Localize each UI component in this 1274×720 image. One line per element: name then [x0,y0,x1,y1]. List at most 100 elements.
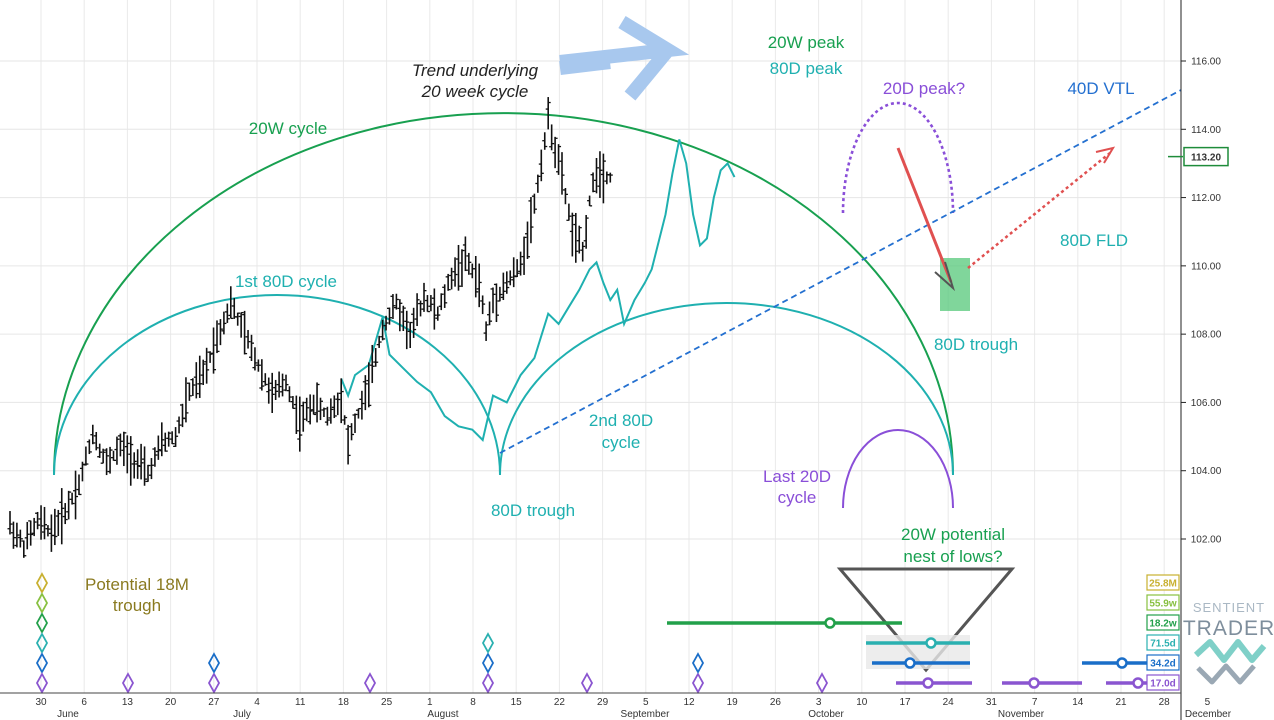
y-tick-label: 102.00 [1191,535,1222,546]
cycle-diamond-40d [691,652,705,674]
cycle-badge-label: 18.2w [1149,619,1176,630]
trend-arrow [559,16,690,101]
x-tick-label: 4 [254,697,260,708]
fld-80d-line [340,139,736,442]
text-labels: Trend underlying 20 week cycle 20W peak … [85,33,1135,615]
cycle-diamond-left [35,612,49,634]
y-tick-label: 106.00 [1191,398,1222,409]
range-71d-center [925,637,937,649]
cycle-badge-label: 55.9w [1149,599,1176,610]
cycle-diamond-20d [363,672,377,694]
x-month-label: December [1185,709,1232,720]
cycle-diamond-left [35,652,49,674]
x-tick-label: 6 [81,697,87,708]
y-tick-label: 108.00 [1191,330,1222,341]
x-tick-label: 14 [1072,697,1084,708]
logo-line2: TRADER [1183,617,1274,640]
cycle-diamond-20d [121,672,135,694]
x-tick-label: 3 [816,697,822,708]
sentient-trader-logo: SENTIENT TRADER [1183,600,1274,685]
logo-wave-bottom [1196,663,1256,685]
x-tick-label: 21 [1115,697,1127,708]
cycle-diamond-20d [691,672,705,694]
x-tick-label: 20 [165,697,177,708]
fld-80d-label: 80D FLD [1060,231,1128,250]
x-tick-label: 30 [35,697,47,708]
overlay-annotations [499,16,1182,673]
cycle-badge [1146,574,1180,591]
cycle-panel: 25.8M 55.9w 18.2w 71.5d 34.2d 17.0d [35,572,1180,694]
last-20d-line2: cycle [778,488,817,507]
cycle-badge-label: 17.0d [1150,679,1176,690]
x-month-label: June [57,709,79,720]
cycle-80d-second-arc [499,302,954,476]
range-17d-c-center [1132,677,1144,689]
trend-arrow-shaft [559,55,611,75]
x-tick-label: 5 [1205,697,1211,708]
trend-text-line2: 20 week cycle [421,82,529,101]
trough-80d-right-label: 80D trough [934,335,1018,354]
cycle-diamond-left [35,572,49,594]
cycle-diamond-40d [481,652,495,674]
range-17d-a-center [922,677,934,689]
projection-down-arrowhead [934,261,956,292]
cycle-badge-label: 34.2d [1150,659,1176,670]
cycle-diamond-20d [481,672,495,694]
cycle-80d-first-arc [53,294,501,476]
grid [0,0,1181,693]
cycle-diamond-20d [815,672,829,694]
cycle-20d-projected-arc [841,101,955,214]
cycle-badge [1146,674,1180,691]
x-tick-label: 12 [683,697,695,708]
x-tick-label: 31 [986,697,998,708]
cycle-80d-second-line2: cycle [602,433,641,452]
x-tick-label: 28 [1159,697,1171,708]
x-tick-label: 8 [470,697,476,708]
trough-18m-line2: trough [113,596,161,615]
last-price-box [1183,146,1229,167]
x-tick-label: 13 [122,697,134,708]
y-axis: 116.00 114.00 112.00 110.00 108.00 106.00 104.… [1168,0,1229,720]
vtl-40d-line [499,89,1182,454]
x-tick-label: 10 [856,697,868,708]
x-tick-label: 5 [643,697,649,708]
logo-wave-top [1193,639,1267,663]
x-tick-label: 17 [899,697,911,708]
cycle-badge-label: 71.5d [1150,639,1176,650]
cycle-diamond-40d [207,652,221,674]
range-17d-b-center [1028,677,1040,689]
cycle-badge [1146,614,1180,631]
trough-18m-line1: Potential 18M [85,575,189,594]
y-tick-label: 104.00 [1191,466,1222,477]
cycle-20d-last-arc [842,429,954,509]
last-20d-line1: Last 20D [763,467,831,486]
last-price-label: 113.20 [1191,153,1221,164]
nest-of-lows-triangle [836,567,1016,673]
cycle-80d-second-line1: 2nd 80D [589,411,653,430]
peak-20d-label: 20D peak? [883,79,965,98]
x-tick-label: 7 [1032,697,1038,708]
cycle-diamond-left [35,672,49,694]
cycle-diamond-20d [207,672,221,694]
y-tick-label: 114.00 [1191,125,1221,136]
x-tick-label: 29 [597,697,609,708]
y-tick-label: 116.00 [1191,57,1221,68]
range-34d-b-center [1116,657,1128,669]
projection-up-arrowhead [1095,146,1116,164]
y-tick-label: 112.00 [1191,193,1221,204]
cycle-diamond-left [35,592,49,614]
x-month-label: October [808,709,844,720]
nest-20w-line1: 20W potential [901,525,1005,544]
cycle-diamond-80d [481,632,495,654]
cycle-arcs [53,101,955,509]
cycle-badge [1146,654,1180,671]
cycle-80d-first-label: 1st 80D cycle [235,272,337,291]
cycle-badge-label: 25.8M [1149,579,1177,590]
y-tick-label: 110.00 [1191,261,1221,272]
nest-20w-line2: nest of lows? [903,547,1002,566]
x-tick-label: 15 [511,697,523,708]
x-tick-label: 24 [943,697,955,708]
logo-line1: SENTIENT [1193,600,1265,615]
range-18w-center [824,617,836,629]
projection-up-line [967,152,1111,269]
